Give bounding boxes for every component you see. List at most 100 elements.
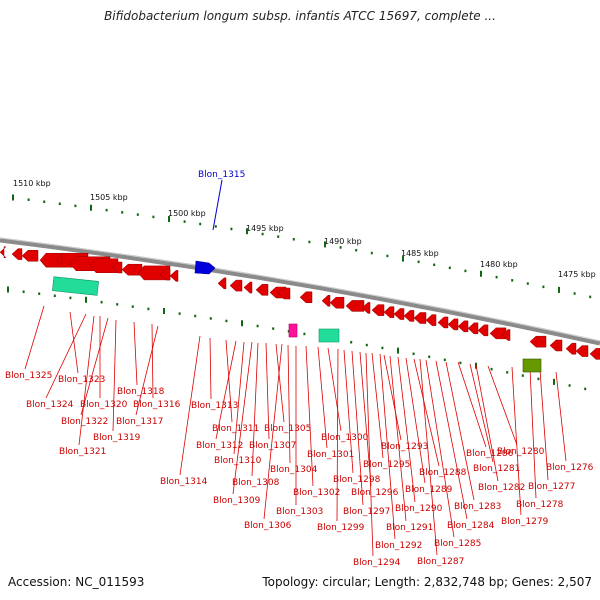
leader-line (265, 342, 270, 440)
gene-label: Blon_1311 (212, 424, 259, 434)
gene-arrow[interactable] (383, 306, 395, 318)
tick-mark (308, 240, 311, 244)
tick-mark (511, 279, 514, 282)
tick-mark (412, 352, 415, 356)
gene-arrow[interactable] (467, 322, 479, 335)
gene-arrow[interactable] (413, 312, 427, 324)
leader-line (151, 323, 154, 399)
gene-arrow[interactable] (21, 250, 39, 262)
highlight-gene[interactable]: Blon_1315 (194, 170, 245, 275)
gene-arrow[interactable] (589, 348, 600, 360)
tick-mark (256, 324, 259, 328)
tick-mark (490, 367, 493, 371)
gene-arrow[interactable] (243, 281, 253, 294)
gene-arrow[interactable] (371, 304, 385, 316)
leader-line (287, 344, 291, 464)
leader-line (539, 369, 549, 481)
tick-mark (506, 371, 509, 374)
scale-ticks-upper (12, 194, 592, 299)
gene-arrow[interactable] (0, 246, 7, 258)
tick-mark (230, 227, 233, 231)
gene-arrow[interactable] (11, 248, 23, 260)
tick-mark (116, 303, 119, 306)
gene-arrow[interactable] (361, 302, 371, 314)
tick-mark (100, 300, 103, 304)
gene-label: Blon_1308 (232, 478, 280, 488)
genome-track (0, 237, 600, 346)
tick-mark (136, 213, 139, 216)
trna-feature[interactable] (288, 323, 298, 338)
tick-mark (22, 290, 25, 293)
tick-mark (147, 307, 150, 311)
gene-arrow[interactable] (169, 270, 179, 282)
gene-arrow[interactable] (393, 308, 405, 320)
tick-mark (194, 314, 197, 318)
gene-arrow[interactable] (477, 324, 489, 337)
gene-arrow[interactable] (457, 320, 469, 333)
gene-arrow[interactable] (529, 335, 547, 348)
scale-label: 1505 kbp (90, 193, 128, 202)
scale-label: 1490 kbp (324, 237, 362, 246)
gene-label: Blon_1303 (276, 507, 323, 517)
rrna-feature[interactable] (318, 328, 340, 343)
leader-line (425, 359, 455, 538)
gene-arrow[interactable] (255, 284, 269, 296)
gene-label: Blon_1323 (58, 375, 105, 385)
tick-mark (433, 263, 436, 267)
scale-label: 1485 kbp (401, 249, 439, 258)
leader-line (487, 365, 518, 446)
gene-arrow[interactable] (565, 342, 577, 355)
gene-label: Blon_1277 (528, 482, 575, 492)
rrna-feature[interactable] (52, 276, 99, 296)
gene-arrow[interactable] (549, 339, 563, 352)
tick-mark (58, 202, 61, 206)
tick-mark (163, 307, 165, 314)
leader-line (305, 345, 314, 487)
tick-mark (241, 320, 243, 327)
gene-arrow[interactable] (575, 345, 589, 357)
gene-arrow[interactable] (299, 291, 313, 304)
gene-arrow[interactable] (345, 300, 365, 312)
gene-arrow[interactable] (425, 314, 437, 326)
gene-label: Blon_1286 (466, 449, 514, 459)
leader-line (179, 335, 201, 476)
tick-mark (85, 296, 87, 303)
leader-line (343, 349, 354, 474)
tick-mark (121, 211, 124, 214)
gene-label: Blon_1307 (249, 441, 296, 451)
gene-arrow[interactable] (501, 329, 511, 341)
tick-mark (521, 374, 524, 377)
gene-arrow[interactable] (217, 277, 227, 290)
gene-label: Blon_1281 (473, 464, 520, 474)
gene-label: Blon_1283 (454, 502, 501, 512)
leader-line (275, 343, 285, 423)
tick-mark (448, 266, 451, 270)
gene-arrow[interactable] (229, 279, 243, 292)
topology-label: Topology: circular; Length: 2,832,748 bp… (262, 575, 592, 589)
tick-mark (542, 285, 545, 289)
gene-arrow[interactable] (329, 296, 345, 309)
gene-arrows-reverse (0, 246, 600, 360)
tick-mark (90, 204, 92, 211)
misc-feature[interactable] (522, 358, 542, 373)
gene-label: Blon_1304 (270, 465, 318, 475)
gene-label: Blon_1280 (497, 447, 545, 457)
gene-label: Blon_1288 (419, 468, 467, 478)
gene-label: Blon_1325 (5, 371, 52, 381)
gene-label: Blon_1305 (264, 424, 311, 434)
gene-arrow[interactable] (277, 287, 291, 300)
gene-arrow[interactable] (437, 316, 449, 329)
leader-line (359, 351, 372, 487)
gene-arrow[interactable] (447, 318, 459, 331)
gene-arrow[interactable] (111, 261, 123, 274)
leader-line (317, 346, 328, 449)
scale-label: 1510 kbp (13, 179, 51, 188)
gene-arrow[interactable] (321, 295, 331, 307)
gene-arrow[interactable] (55, 253, 63, 266)
leader-line (371, 352, 384, 459)
gene-arrow[interactable] (159, 268, 171, 281)
highlight-gene-arrow[interactable] (194, 260, 216, 275)
tick-mark (183, 220, 186, 223)
gene-arrow[interactable] (403, 310, 415, 322)
